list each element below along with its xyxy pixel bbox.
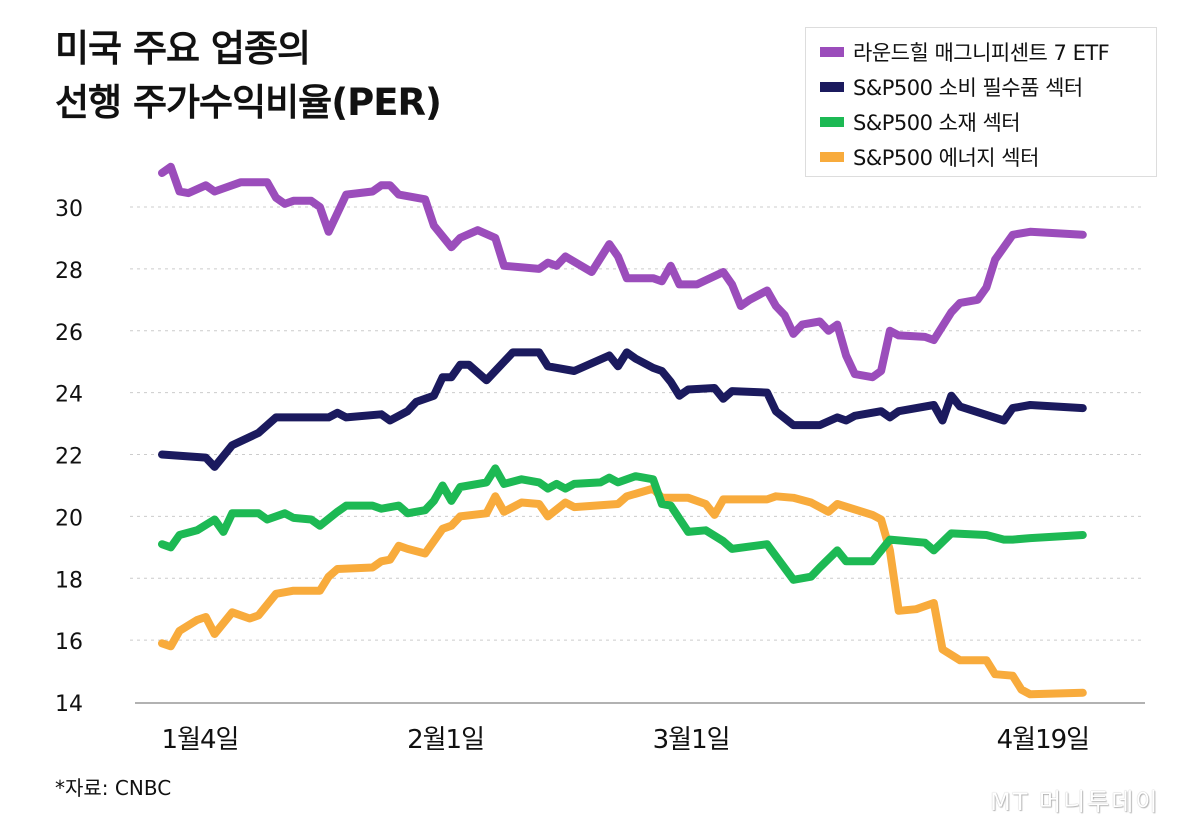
x-tick-label: 1월4일 (162, 725, 239, 755)
chart-title: 미국 주요 업종의 선행 주가수익비율(PER) (55, 22, 442, 130)
source-note: *자료: CNBC (55, 776, 172, 800)
series-line-1 (158, 348, 1087, 471)
title-line-2: 선행 주가수익비율(PER) (55, 81, 442, 124)
y-tick-label: 24 (55, 383, 83, 408)
series-line-0 (158, 162, 1087, 382)
y-tick-label: 16 (55, 630, 83, 655)
legend-item-materials: S&P500 소재 섹터 (820, 104, 1156, 139)
y-tick-label: 14 (55, 692, 83, 717)
watermark-logo: MT 머니투데이 (990, 788, 1160, 816)
x-tick-label: 2월1일 (407, 725, 484, 755)
legend-label: 라운드힐 매그니피센트 7 ETF (853, 40, 1110, 65)
legend-label: S&P500 소비 필수품 섹터 (853, 75, 1083, 100)
y-tick-label: 18 (55, 568, 83, 593)
y-tick-label: 30 (55, 197, 83, 222)
legend-swatch (820, 46, 844, 57)
title-line-1: 미국 주요 업종의 (55, 27, 311, 70)
y-tick-label: 26 (55, 321, 83, 346)
x-tick-label: 3월1일 (653, 725, 730, 755)
legend: 라운드힐 매그니피센트 7 ETF S&P500 소비 필수품 섹터 S&P50… (805, 27, 1157, 177)
x-tick-label: 4월19일 (997, 725, 1089, 755)
series-line-2 (158, 464, 1087, 584)
y-tick-label: 28 (55, 259, 83, 284)
legend-label: S&P500 에너지 섹터 (853, 145, 1039, 170)
legend-item-consumer-staples: S&P500 소비 필수품 섹터 (820, 69, 1156, 104)
y-tick-label: 22 (55, 445, 83, 470)
legend-label: S&P500 소재 섹터 (853, 110, 1021, 135)
legend-swatch (820, 116, 844, 127)
legend-item-energy: S&P500 에너지 섹터 (820, 139, 1156, 174)
legend-item-magnificent7: 라운드힐 매그니피센트 7 ETF (820, 34, 1156, 69)
y-tick-label: 20 (55, 506, 83, 531)
legend-swatch (820, 81, 844, 92)
legend-swatch (820, 151, 844, 162)
